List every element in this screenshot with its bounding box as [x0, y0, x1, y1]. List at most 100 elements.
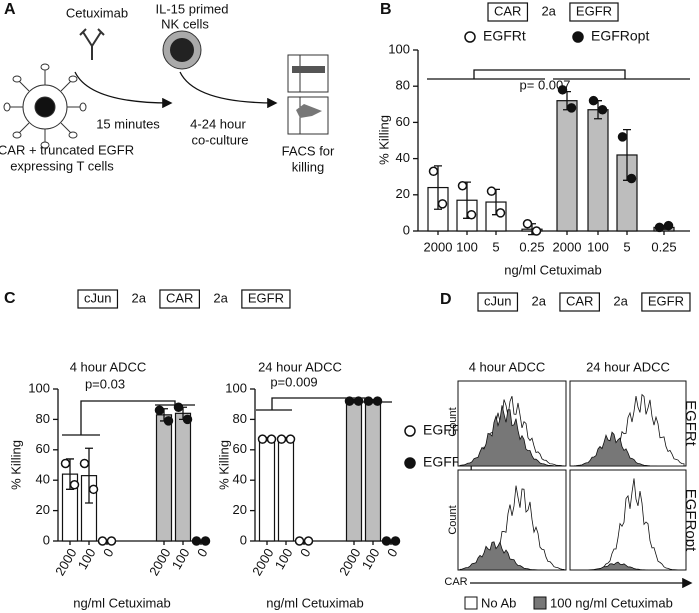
x-axis-label: CAR [444, 576, 467, 588]
x-axis-label: ng/ml Cetuximab [73, 595, 171, 610]
construct-element: EGFR [648, 293, 684, 308]
bar [174, 412, 192, 542]
y-tick-label: 80 [233, 411, 247, 426]
nk-cell [162, 30, 202, 70]
label: killing [292, 159, 325, 174]
x-tick-label: 100 [456, 239, 478, 254]
y-tick-label: 80 [36, 411, 50, 426]
bar [364, 400, 382, 542]
data-point [588, 95, 599, 106]
construct-box [487, 2, 529, 22]
data-point [372, 396, 383, 406]
data-point [557, 85, 568, 95]
facs-plot [287, 54, 329, 93]
column-title: 4 hour ADCC [469, 359, 546, 374]
data-point [191, 536, 202, 546]
data-point [344, 396, 355, 406]
label: 4-24 hour [190, 116, 246, 131]
data-point [495, 208, 506, 218]
x-tick-label: 0 [100, 546, 117, 560]
y-tick-label: 100 [28, 380, 50, 395]
data-point [626, 173, 637, 184]
histogram-cetuximab [571, 431, 684, 467]
x-axis-label: ng/ml Cetuximab [266, 595, 364, 610]
x-tick-label: 0 [384, 546, 401, 560]
data-point [390, 536, 401, 546]
histogram-cetuximab [571, 561, 684, 571]
chart-title: 24 hour ADCC [258, 359, 342, 374]
data-point [69, 480, 80, 490]
x-tick-label: 100 [359, 546, 383, 572]
y-tick-label: 20 [396, 186, 410, 201]
construct-element: CAR [566, 293, 593, 308]
data-point [353, 396, 364, 406]
y-tick-label: 0 [240, 532, 247, 547]
y-tick-label: 100 [388, 41, 410, 56]
construct-box [569, 2, 619, 22]
data-point [173, 402, 184, 412]
y-tick-label: 20 [36, 502, 50, 517]
construct-element: EGFR [576, 3, 612, 18]
data-point [163, 416, 174, 426]
legend-marker [464, 31, 476, 43]
legend-swatch [464, 596, 478, 610]
histogram-cetuximab [459, 541, 564, 571]
y-tick-label: 80 [396, 78, 410, 93]
construct-element: 2a [213, 290, 228, 305]
data-point [106, 536, 117, 546]
x-axis-label: ng/ml Cetuximab [504, 262, 602, 277]
legend-swatch [533, 596, 547, 610]
histogram-cetuximab [459, 405, 565, 467]
data-point [60, 458, 71, 469]
data-point [654, 222, 665, 233]
legend-label: EGFRt [483, 28, 526, 44]
data-point [597, 104, 608, 115]
legend-label: EGFRopt [591, 28, 649, 44]
x-tick-label: 0.25 [519, 239, 544, 254]
bar [155, 414, 173, 542]
legend-label: No Ab [481, 595, 516, 610]
construct-element: 2a [531, 293, 546, 308]
y-tick-label: 60 [233, 441, 247, 456]
data-point [182, 414, 193, 425]
y-axis-label: Count [447, 505, 459, 534]
data-point [466, 209, 477, 220]
panel-a: Cetuximab IL-15 primed NK cells 15 minut… [0, 1, 335, 174]
y-tick-label: 40 [36, 472, 50, 487]
legend-marker [572, 31, 584, 43]
error-bar [85, 447, 93, 504]
label: NK cells [161, 16, 209, 31]
y-tick-label: 0 [403, 222, 410, 237]
construct-box [77, 289, 119, 309]
construct-element: cJun [84, 290, 111, 305]
chart-title: 4 hour ADCC [70, 359, 147, 374]
label: Cetuximab [66, 5, 128, 20]
bar [556, 100, 578, 232]
facs-dots [296, 104, 322, 118]
antibody-icon [79, 28, 105, 60]
panel-letter: A [4, 1, 16, 18]
annotation: p= 0.007 [520, 77, 571, 92]
legend-marker [404, 457, 416, 469]
x-tick-label: 5 [492, 239, 499, 254]
y-axis-label: % Killing [376, 115, 391, 165]
y-axis-label: % Killing [216, 440, 231, 490]
y-tick-label: 0 [43, 532, 50, 547]
data-point [303, 536, 314, 546]
y-tick-label: 20 [233, 502, 247, 517]
panel-letter: D [440, 291, 452, 308]
column-title: 24 hour ADCC [586, 359, 670, 374]
x-tick-label: 0 [194, 546, 211, 560]
construct-element: EGFR [248, 290, 284, 305]
arrow [74, 71, 173, 109]
panel-letter: C [4, 290, 16, 307]
construct-box [641, 292, 691, 312]
data-point [381, 536, 392, 546]
data-point [531, 226, 542, 236]
data-point [428, 166, 439, 177]
x-tick-label: 100 [587, 239, 609, 254]
data-point [663, 220, 674, 231]
label: co-culture [191, 132, 248, 147]
construct-element: 2a [541, 3, 556, 18]
